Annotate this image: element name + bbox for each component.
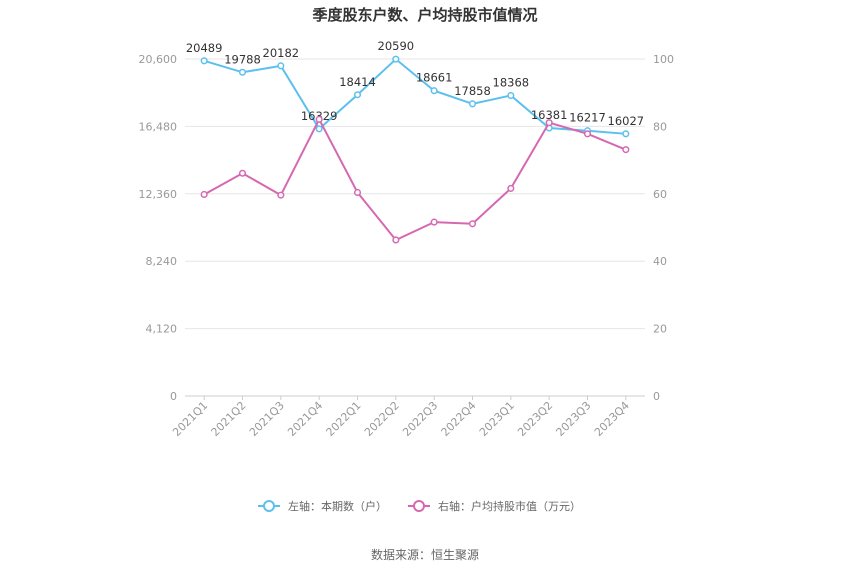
data-point[interactable] <box>622 146 630 154</box>
x-tick-label: 2022Q2 <box>362 399 402 439</box>
right-tick-label: 0 <box>653 390 660 403</box>
data-point[interactable] <box>238 68 247 76</box>
data-label: 19788 <box>224 52 261 66</box>
legend-item-1[interactable]: 右轴：户均持股市值（万元） <box>408 499 581 513</box>
data-point[interactable] <box>392 55 400 63</box>
data-point[interactable] <box>200 190 208 199</box>
x-tick-label: 2021Q1 <box>170 399 210 439</box>
right-tick-label: 100 <box>653 53 674 66</box>
data-point[interactable] <box>430 218 438 226</box>
x-tick-label: 2021Q2 <box>209 399 249 439</box>
data-point[interactable] <box>622 130 630 138</box>
data-label: 18414 <box>339 75 376 89</box>
data-point[interactable] <box>353 91 362 99</box>
data-point[interactable] <box>468 100 477 108</box>
legend-swatch-marker <box>263 500 275 512</box>
data-point[interactable] <box>315 115 323 123</box>
x-tick-label: 2022Q4 <box>439 399 479 439</box>
series-line-0 <box>203 57 626 135</box>
data-point[interactable] <box>353 188 362 197</box>
right-tick-label: 60 <box>653 188 667 201</box>
source-note: 数据来源：恒生聚源 <box>371 547 479 562</box>
series-line-1 <box>203 117 627 242</box>
data-label: 16381 <box>531 108 568 122</box>
x-tick-label: 2023Q2 <box>515 399 555 439</box>
x-tick-label: 2023Q4 <box>592 399 632 439</box>
data-label: 18368 <box>493 76 530 90</box>
data-label: 16217 <box>569 111 606 125</box>
x-tick-label: 2021Q3 <box>247 399 287 439</box>
data-point[interactable] <box>238 169 247 177</box>
left-tick-label: 4,120 <box>146 323 178 336</box>
right-tick-label: 40 <box>653 255 667 268</box>
legend-label: 右轴：户均持股市值（万元） <box>438 499 581 513</box>
legend-item-0[interactable]: 左轴：本期数（户） <box>258 499 387 513</box>
data-label: 20182 <box>263 46 300 60</box>
left-tick-label: 16,480 <box>139 120 178 133</box>
data-point[interactable] <box>277 191 285 199</box>
data-point[interactable] <box>507 91 515 100</box>
chart-title: 季度股东户数、户均持股市值情况 <box>312 6 537 24</box>
data-point[interactable] <box>430 87 438 95</box>
data-label: 18661 <box>416 71 453 85</box>
data-point[interactable] <box>545 119 553 127</box>
x-axis: 2021Q12021Q22021Q32021Q42022Q12022Q22022… <box>170 396 632 439</box>
x-tick-label: 2021Q4 <box>285 399 325 439</box>
data-point[interactable] <box>468 220 477 228</box>
legend-swatch-marker <box>413 500 425 512</box>
data-point[interactable] <box>392 236 400 244</box>
left-axis: 0 4,120 8,240 12,360 16,480 20,600 <box>139 53 178 403</box>
x-tick-label: 2022Q1 <box>324 399 364 439</box>
data-point[interactable] <box>315 125 323 133</box>
left-tick-label: 8,240 <box>146 255 178 268</box>
x-tick-label: 2023Q1 <box>477 399 517 439</box>
grid <box>185 58 645 397</box>
right-axis: 0 20 40 60 80 100 <box>653 53 674 403</box>
legend-label: 左轴：本期数（户） <box>288 499 387 513</box>
data-point[interactable] <box>507 184 515 192</box>
x-tick-label: 2023Q3 <box>554 399 594 439</box>
data-point[interactable] <box>200 57 208 65</box>
data-label: 20489 <box>186 41 223 55</box>
legend[interactable]: 左轴：本期数（户） 右轴：户均持股市值（万元） <box>258 499 581 513</box>
left-tick-label: 12,360 <box>139 188 178 201</box>
x-tick-label: 2022Q3 <box>400 399 440 439</box>
data-label: 17858 <box>454 84 491 98</box>
data-label: 20590 <box>378 39 415 53</box>
left-tick-label: 20,600 <box>139 53 178 66</box>
right-tick-label: 20 <box>653 323 667 336</box>
data-point[interactable] <box>277 62 285 70</box>
right-tick-label: 80 <box>653 120 667 133</box>
left-tick-label: 0 <box>170 390 177 403</box>
series-layer: 2048919788201821632918414205901866117858… <box>186 39 645 244</box>
data-label: 16027 <box>608 114 645 128</box>
data-point[interactable] <box>583 130 592 138</box>
